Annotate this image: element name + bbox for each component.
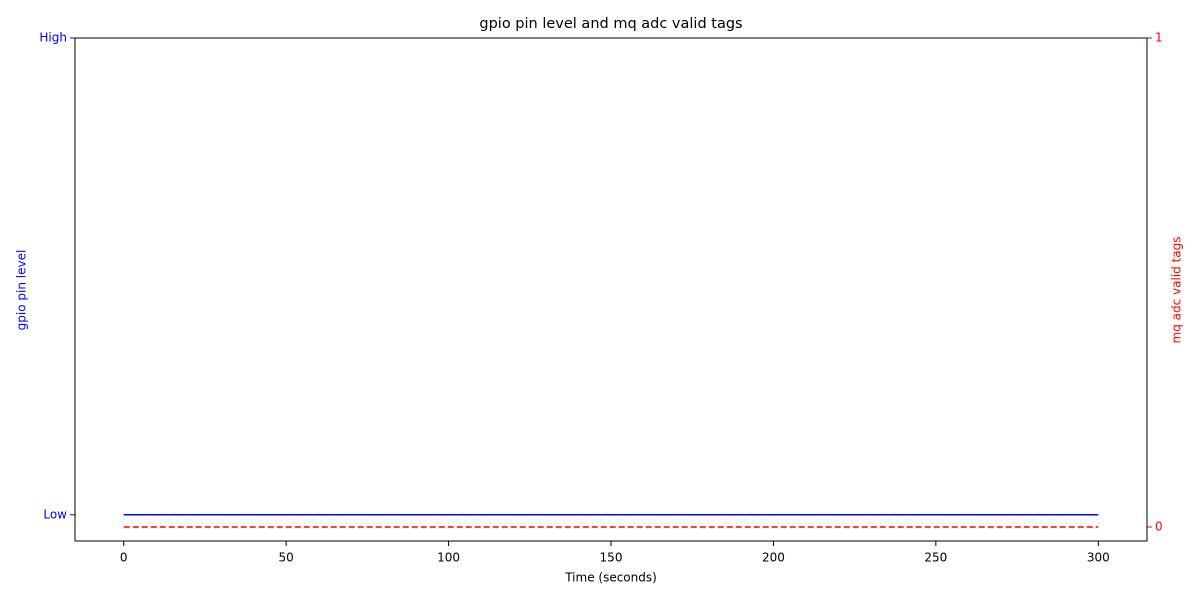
- x-tick-label: 100: [437, 551, 460, 565]
- x-tick-label: 50: [279, 551, 294, 565]
- y2-tick-label: 1: [1155, 31, 1163, 45]
- y2-tick-label: 0: [1155, 520, 1163, 534]
- chart-title: gpio pin level and mq adc valid tags: [479, 16, 742, 32]
- y-axis-label: gpio pin level: [15, 250, 29, 331]
- y-tick-label: High: [39, 31, 67, 45]
- y2-axis-label: mq adc valid tags: [1170, 237, 1184, 344]
- x-tick-label: 150: [600, 551, 623, 565]
- plot-frame: [74, 37, 1148, 542]
- x-tick-label: 200: [762, 551, 785, 565]
- x-tick-label: 300: [1087, 551, 1110, 565]
- y-tick-label: Low: [43, 507, 67, 521]
- x-tick-label: 0: [120, 551, 128, 565]
- x-tick-label: 250: [924, 551, 947, 565]
- x-axis-label: Time (seconds): [564, 571, 657, 585]
